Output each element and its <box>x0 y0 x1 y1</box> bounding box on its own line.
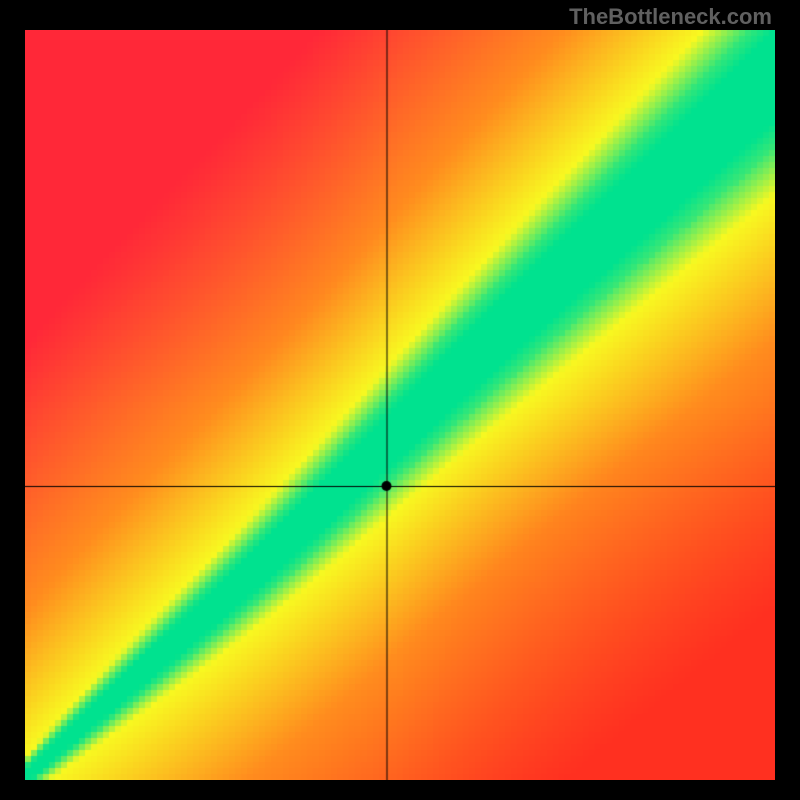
heatmap-canvas <box>25 30 775 780</box>
bottleneck-heatmap <box>25 30 775 780</box>
site-attribution: TheBottleneck.com <box>569 4 772 30</box>
